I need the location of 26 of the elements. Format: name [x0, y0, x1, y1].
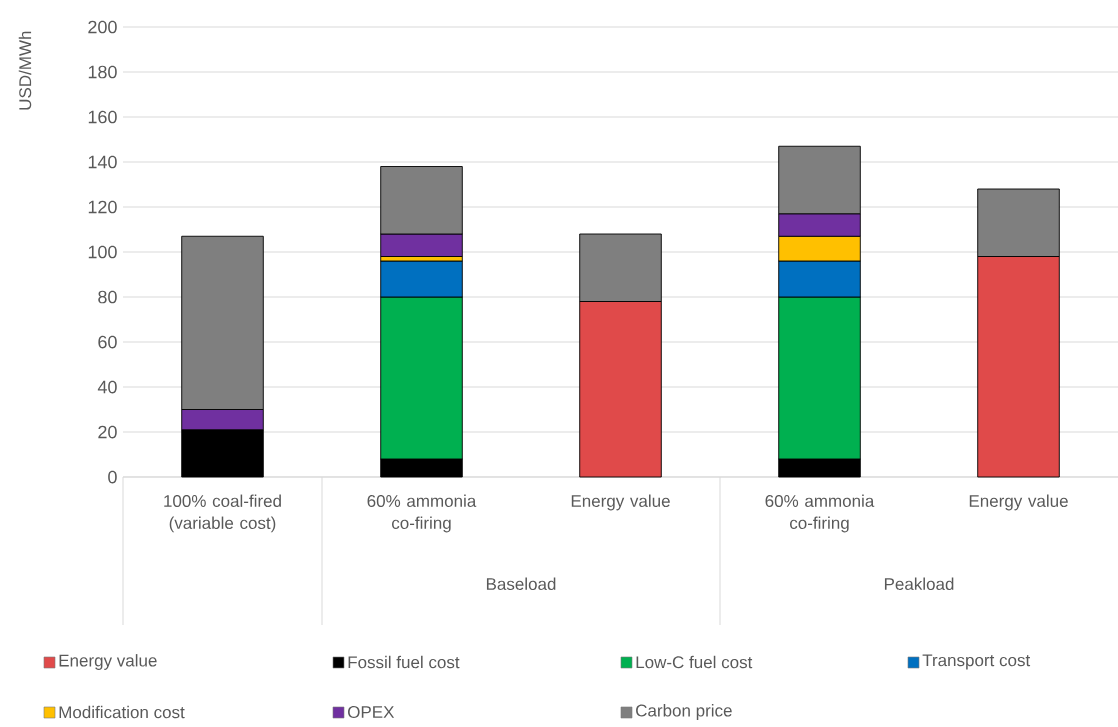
x-tick-label: 100% coal-fired (variable cost) [164, 494, 281, 533]
text: Baseload [486, 577, 556, 591]
y-tick-label: 160 [88, 110, 117, 124]
y-tick-label: 40 [97, 380, 117, 394]
legend-label: Modification cost [59, 705, 185, 719]
x-tick-label: 60% ammonia co-firing [367, 494, 477, 533]
y-tick-label: 80 [98, 290, 117, 304]
x-tick-label: Energy value [969, 494, 1068, 511]
legend-label: OPEX [348, 705, 395, 719]
legend-label: Energy value [59, 654, 157, 670]
legend-label: Fossil fuel cost [348, 655, 460, 669]
y-axis-title: USD/MWh [18, 31, 32, 110]
y-tick-label: 60 [98, 335, 117, 349]
x-tick-label: 60% ammonia co-firing [765, 494, 875, 533]
text: Peakload [884, 577, 954, 591]
legend-label: Low-C fuel cost [636, 655, 753, 669]
legend-label: Transport cost [922, 654, 1031, 670]
legend-label: Carbon price [636, 704, 732, 720]
y-tick-label: 100 [88, 245, 117, 259]
y-tick-label: 20 [98, 425, 117, 439]
x-tick-label: Energy value [571, 494, 670, 511]
y-tick-label: 180 [88, 65, 117, 79]
y-tick-label: 140 [88, 155, 117, 169]
y-tick-label: 0 [108, 470, 117, 484]
y-tick-label: 120 [88, 200, 117, 214]
y-tick-label: 200 [88, 20, 117, 34]
